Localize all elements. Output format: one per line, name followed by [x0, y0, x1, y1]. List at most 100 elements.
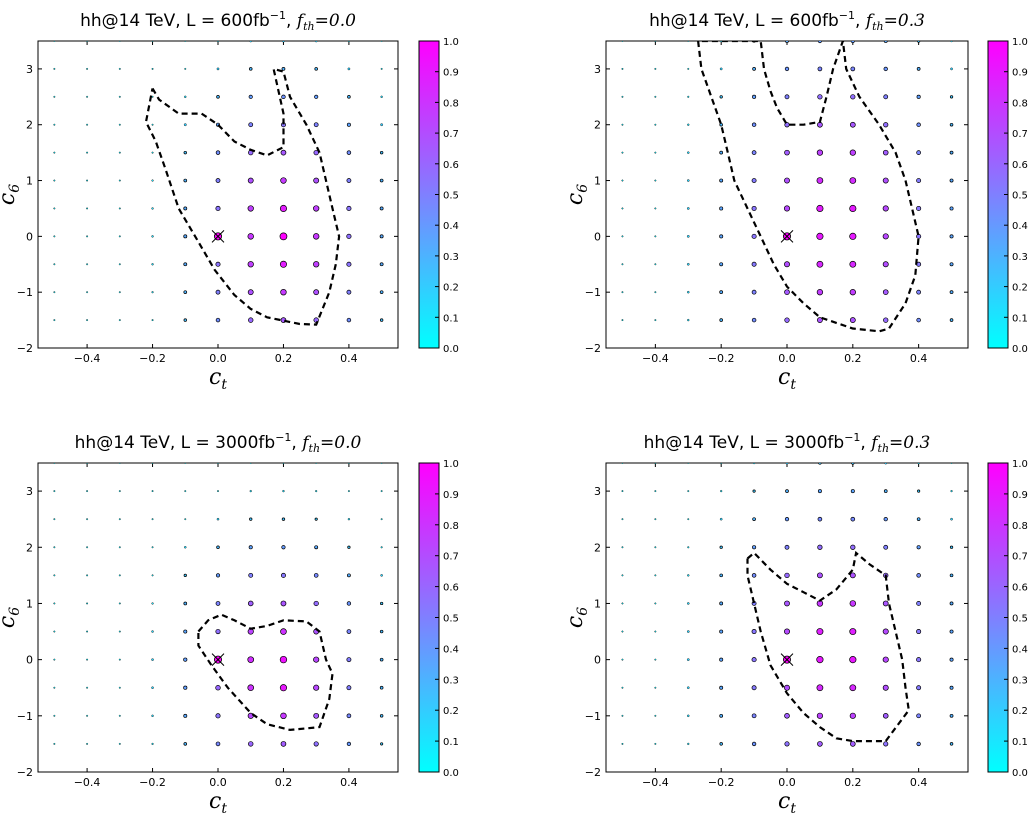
data-point	[687, 546, 690, 549]
data-point	[916, 517, 921, 522]
data-point	[621, 574, 624, 577]
data-point	[654, 151, 657, 154]
data-point	[849, 712, 856, 719]
colorbar-tick-label: 0.7	[443, 552, 459, 563]
data-point	[882, 289, 889, 296]
data-point	[86, 151, 89, 154]
data-point	[949, 290, 954, 295]
data-point	[916, 317, 921, 323]
data-point	[118, 574, 121, 577]
data-point	[247, 205, 254, 212]
data-point	[719, 713, 724, 718]
data-point	[86, 95, 89, 98]
y-tick-label: 3	[594, 63, 601, 76]
data-point	[816, 656, 824, 664]
data-point	[216, 517, 220, 521]
data-point	[883, 94, 889, 100]
data-point	[346, 261, 352, 267]
y-tick-label: −2	[585, 766, 601, 779]
x-tick-label: 0.0	[209, 776, 227, 789]
data-point	[784, 149, 790, 156]
data-point	[818, 463, 822, 465]
data-point	[53, 714, 56, 717]
data-point	[53, 291, 56, 294]
data-point	[654, 686, 657, 689]
data-point	[53, 602, 56, 605]
data-point	[849, 149, 856, 156]
data-point	[249, 41, 253, 43]
data-point	[216, 41, 220, 43]
data-point	[53, 630, 56, 633]
data-point	[313, 177, 320, 184]
data-point	[279, 232, 288, 241]
colorbar-tick-label: 0.2	[1012, 706, 1028, 717]
y-tick-label: −2	[17, 342, 33, 355]
scatter-points	[53, 41, 384, 323]
x-tick-label: 0.2	[275, 352, 293, 365]
data-point	[118, 602, 121, 605]
data-point	[882, 628, 889, 635]
data-point	[183, 290, 188, 295]
data-point	[850, 489, 855, 494]
data-point	[687, 463, 690, 464]
colorbar-tick-label: 1.0	[443, 37, 459, 48]
data-point	[346, 178, 352, 183]
data-point	[816, 628, 824, 636]
data-point	[654, 518, 657, 521]
data-point	[347, 95, 351, 99]
data-point	[850, 94, 856, 100]
data-point	[785, 463, 789, 465]
colorbar-tick-label: 0.1	[1012, 313, 1028, 324]
data-point	[247, 684, 255, 692]
data-point	[282, 41, 285, 43]
data-point	[816, 260, 824, 268]
data-point	[249, 489, 252, 493]
data-point	[687, 318, 690, 322]
data-point	[313, 122, 319, 128]
data-point	[916, 289, 922, 295]
data-point	[86, 463, 89, 464]
plot-area	[605, 40, 969, 349]
data-point	[621, 463, 624, 464]
data-point	[719, 742, 723, 746]
colorbar-tick-label: 0.0	[443, 344, 459, 355]
data-point	[916, 178, 922, 183]
data-point	[282, 463, 285, 464]
data-point	[751, 178, 757, 183]
data-point	[151, 291, 154, 294]
data-point	[313, 289, 320, 296]
data-point	[621, 714, 624, 717]
data-point	[313, 741, 319, 747]
data-point	[752, 94, 757, 99]
data-point	[654, 41, 657, 42]
sm-cross-marker	[211, 653, 225, 666]
colorbar-tick-label: 0.8	[443, 521, 459, 532]
data-point	[86, 490, 89, 493]
data-point	[151, 490, 154, 493]
data-point	[849, 572, 856, 579]
colorbar-tick-label: 0.1	[1012, 737, 1028, 748]
data-point	[346, 205, 352, 211]
data-point	[621, 67, 624, 70]
data-point	[817, 489, 822, 494]
data-point	[817, 516, 823, 522]
data-point	[247, 289, 254, 296]
contour-line	[197, 613, 334, 732]
y-tick-label: 1	[594, 175, 601, 188]
data-point	[249, 463, 252, 464]
data-point	[86, 67, 89, 70]
y-tick-label: 0	[26, 654, 33, 667]
y-tick-label: 2	[26, 119, 33, 132]
data-point	[916, 713, 921, 719]
data-point	[314, 67, 318, 71]
data-point	[916, 122, 921, 127]
data-point	[379, 290, 384, 295]
data-point	[346, 289, 352, 295]
data-point	[118, 179, 121, 182]
data-point	[215, 573, 221, 578]
colorbar-tick-label: 0.3	[443, 675, 459, 686]
colorbar-tick-label: 0.5	[1012, 191, 1028, 202]
data-point	[621, 490, 624, 493]
data-point	[751, 150, 757, 155]
data-point	[151, 602, 154, 605]
